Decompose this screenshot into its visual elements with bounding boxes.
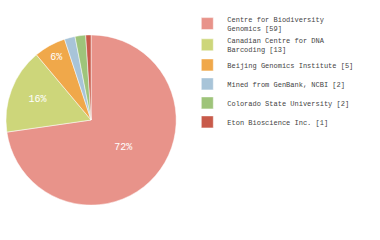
- svg-text:Eton Bioscience Inc. [1]: Eton Bioscience Inc. [1]: [227, 119, 328, 127]
- svg-text:Colorado State University [2]: Colorado State University [2]: [227, 100, 349, 108]
- svg-text:Mined from GenBank, NCBI [2]: Mined from GenBank, NCBI [2]: [227, 81, 345, 89]
- svg-text:Centre for BiodiversityGenomic: Centre for BiodiversityGenomics [59]: [227, 16, 324, 33]
- svg-text:Beijing Genomics Institute [5]: Beijing Genomics Institute [5]: [227, 62, 353, 70]
- svg-text:Canadian Centre for DNABarcodi: Canadian Centre for DNABarcoding [13]: [227, 37, 324, 54]
- svg-text:72%: 72%: [114, 142, 132, 153]
- svg-text:16%: 16%: [29, 94, 47, 105]
- svg-text:6%: 6%: [50, 52, 62, 63]
